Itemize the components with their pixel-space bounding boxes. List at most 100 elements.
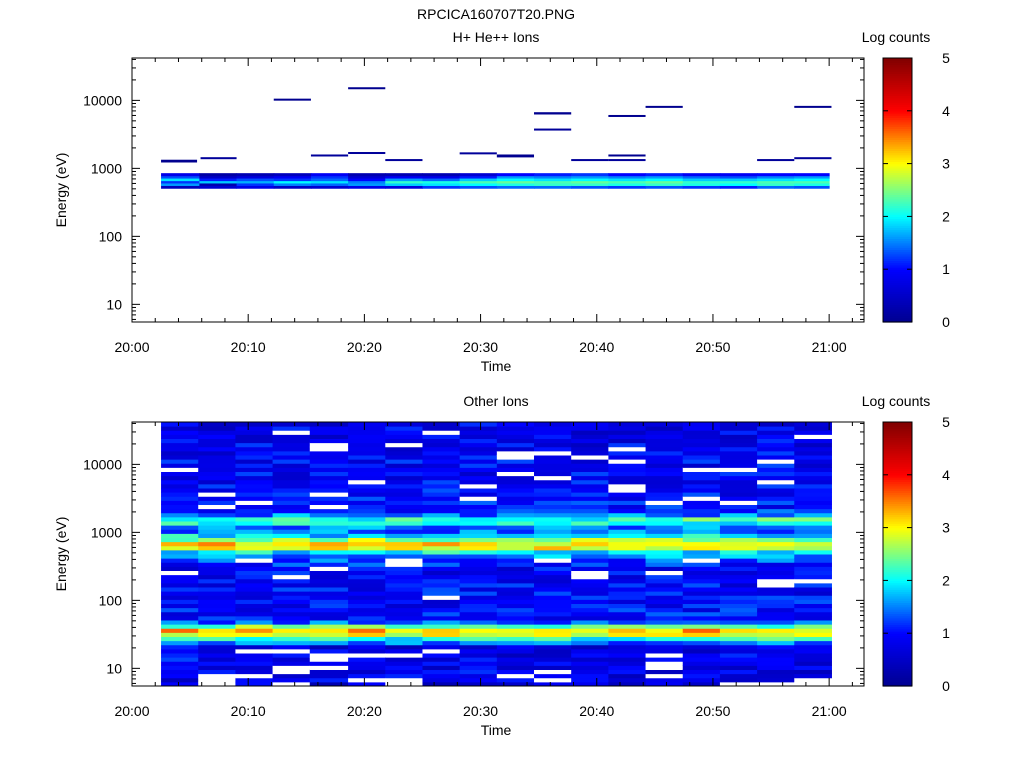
heatmap-cell [161,599,199,604]
heatmap-cell [459,611,498,617]
colorbar-swatch [883,176,912,180]
heatmap-cell [682,595,721,600]
heatmap-cell [682,175,721,179]
heatmap-cell [422,644,461,650]
colorbar-swatch [883,201,912,204]
heatmap-cell [682,533,721,538]
heatmap-cell [235,504,274,510]
colorbar-swatch [883,505,912,509]
heatmap-cell [757,496,795,501]
heatmap-cell [198,611,236,617]
heatmap-cell [757,545,795,551]
heatmap-cell [794,636,832,642]
heatmap-cell [309,455,349,460]
heatmap-cell [682,574,721,580]
heatmap-cell [348,537,386,543]
heatmap-cell [348,628,386,633]
heatmap-cell [608,475,647,481]
colorbar-swatch [883,130,912,134]
heatmap-cell [534,653,572,658]
heatmap-cell [348,185,386,189]
heatmap-cell [198,525,236,530]
heatmap-cell [272,525,311,530]
heatmap-cell [161,459,199,464]
heatmap-cell [161,673,199,679]
heatmap-cell [272,438,311,444]
heatmap-cell [682,508,721,514]
heatmap-cell [385,475,423,481]
heatmap-cell [272,554,311,559]
colorbar-swatch [883,477,912,480]
heatmap-cell [459,640,498,646]
heatmap-cell [309,582,349,588]
x-tick-label: 20:30 [463,339,498,355]
heatmap-cell [385,422,423,427]
heatmap-cell [235,611,274,617]
colorbar-swatch [883,216,912,220]
heatmap-cell [236,178,275,182]
heatmap-cell [385,488,423,493]
heatmap-cell [161,521,199,526]
heatmap-cell [272,450,311,456]
heatmap-cell [309,525,349,530]
heatmap-cell [682,681,721,687]
heatmap-cell [719,459,758,464]
heatmap-cell [534,640,572,646]
heatmap-cell [645,525,684,530]
heatmap-cell [422,516,461,522]
heatmap-cell [496,504,535,510]
colorbar-tick-label: 4 [942,467,950,483]
colorbar-tick-label: 1 [942,261,950,277]
heatmap-cell [534,173,572,177]
heatmap-cell [422,615,461,621]
colorbar-swatch [883,672,912,676]
colorbar-swatch [883,562,912,566]
heatmap-cell [794,644,832,650]
heatmap-cell [571,529,609,534]
colorbar-swatch [883,578,912,581]
heatmap-cell [682,504,721,510]
heatmap-cell [719,529,758,534]
heatmap-cell [794,500,832,505]
heatmap-cell [719,479,758,485]
heatmap-cell [199,173,238,177]
heatmap-cell [496,521,535,526]
heatmap-cell [608,500,647,505]
heatmap-cell [422,446,461,452]
heatmap-cell [719,603,758,609]
heatmap-cell [198,558,236,563]
x-tick-label: 20:20 [347,703,382,719]
heatmap-cell [348,455,386,460]
heatmap-cell [571,611,609,617]
heatmap-cell [608,185,647,189]
colorbar-swatch [883,633,912,636]
colorbar-swatch [883,282,912,286]
heatmap-cell [235,529,274,534]
heatmap-cell [422,442,461,448]
heatmap-cell [272,529,311,534]
heatmap-cell [235,661,274,666]
heatmap-cell [608,533,647,538]
heatmap-cell [496,434,535,439]
heatmap-cell [385,180,423,184]
heatmap-cell [608,521,647,526]
heatmap-cell [161,496,199,501]
heatmap-cell [571,446,609,452]
colorbar-swatch [883,650,912,654]
heatmap-cell [534,541,572,547]
heatmap-cell [348,611,386,617]
heatmap-cell [198,644,236,650]
heatmap-cell [682,578,721,584]
colorbar-swatch [883,304,912,308]
heatmap-cell [348,516,386,522]
heatmap-cell [385,587,423,592]
heatmap-cell [273,178,312,182]
heatmap-cell [571,475,609,481]
colorbar-swatch [883,75,912,79]
heatmap-cell [534,628,572,633]
heatmap-cell [645,545,684,551]
heatmap-cell [534,636,572,642]
heatmap-cell [682,422,721,427]
heatmap-cell [422,661,461,666]
y-axis-label: Energy (eV) [53,153,69,228]
